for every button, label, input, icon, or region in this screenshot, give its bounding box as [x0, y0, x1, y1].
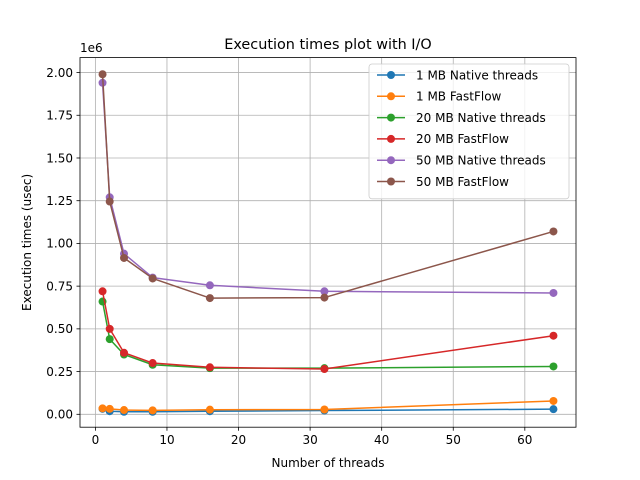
- series-4: [98, 287, 558, 374]
- y-tick-label: 1.75: [46, 109, 73, 123]
- legend-item: 20 MB Native threads: [377, 111, 546, 125]
- data-point: [549, 227, 558, 236]
- data-point: [120, 406, 129, 415]
- legend-label: 20 MB Native threads: [416, 111, 546, 125]
- data-point: [105, 197, 114, 206]
- data-point: [549, 405, 558, 414]
- data-point: [549, 396, 558, 405]
- x-tick-label: 10: [159, 433, 174, 447]
- data-point: [205, 281, 214, 290]
- legend-label: 1 MB Native threads: [416, 68, 538, 82]
- legend-marker: [387, 177, 395, 186]
- y-tick-label: 1.00: [46, 237, 73, 251]
- x-tick-label: 60: [517, 433, 532, 447]
- legend-marker: [387, 134, 395, 143]
- legend-label: 1 MB FastFlow: [416, 90, 502, 104]
- legend-marker: [387, 71, 395, 79]
- series-6: [98, 70, 558, 303]
- legend-item: 50 MB Native threads: [377, 154, 546, 168]
- data-point: [205, 405, 214, 414]
- x-tick-label: 30: [302, 433, 317, 447]
- y-axis-label: Execution times (usec): [20, 174, 34, 311]
- data-point: [98, 70, 107, 79]
- x-tick-label: 40: [374, 433, 389, 447]
- legend-box: [368, 63, 570, 200]
- y-axis-offset-label: 1e6: [80, 41, 103, 55]
- data-point: [105, 324, 114, 333]
- legend-item: 1 MB FastFlow: [377, 90, 502, 104]
- data-point: [105, 335, 114, 344]
- data-point: [320, 287, 329, 296]
- data-point: [148, 274, 157, 283]
- data-point: [549, 288, 558, 297]
- data-point: [205, 294, 214, 303]
- data-point: [320, 365, 329, 374]
- data-point: [205, 363, 214, 372]
- series-2: [98, 396, 558, 415]
- legend: 1 MB Native threads 1 MB FastFlow 20 MB Na…: [368, 63, 570, 200]
- y-tick-label: 0.75: [46, 279, 73, 293]
- legend-label: 50 MB Native threads: [416, 154, 546, 168]
- data-point: [549, 331, 558, 340]
- data-point: [105, 404, 114, 413]
- plot-frame: [79, 57, 577, 428]
- y-tick-label: 0.25: [46, 365, 73, 379]
- legend-label: 20 MB FastFlow: [416, 132, 509, 146]
- data-point: [98, 404, 107, 413]
- legend-item: 50 MB FastFlow: [377, 175, 509, 189]
- x-tick-label: 50: [446, 433, 461, 447]
- data-point: [98, 287, 107, 296]
- legend-marker: [387, 156, 395, 165]
- data-point: [320, 293, 329, 302]
- chart-title: Execution times plot with I/O: [224, 37, 431, 53]
- legend-marker: [387, 92, 395, 101]
- grid: [80, 57, 576, 428]
- y-axis: 0.00 0.25 0.50 0.75 1.00 1.25 1.50 1.75 2.00: [46, 66, 80, 422]
- data-point: [148, 406, 157, 415]
- data-point: [148, 359, 157, 368]
- y-tick-label: 1.50: [46, 151, 73, 165]
- data-point: [549, 362, 558, 371]
- legend-item: 1 MB Native threads: [377, 68, 538, 82]
- x-tick-label: 0: [92, 433, 100, 447]
- legend-marker: [387, 113, 395, 122]
- y-tick-label: 0.00: [46, 408, 73, 422]
- x-axis: 0 10 20 30 40 50 60: [92, 427, 532, 447]
- data-point: [120, 348, 129, 357]
- y-tick-label: 1.25: [46, 194, 73, 208]
- data-point: [320, 405, 329, 414]
- series-layer: [98, 70, 558, 416]
- y-tick-label: 0.50: [46, 322, 73, 336]
- x-tick-label: 20: [231, 433, 246, 447]
- legend-item: 20 MB FastFlow: [377, 132, 509, 146]
- data-point: [120, 253, 129, 262]
- x-axis-label: Number of threads: [272, 456, 385, 470]
- y-tick-label: 2.00: [46, 66, 73, 80]
- legend-label: 50 MB FastFlow: [416, 175, 509, 189]
